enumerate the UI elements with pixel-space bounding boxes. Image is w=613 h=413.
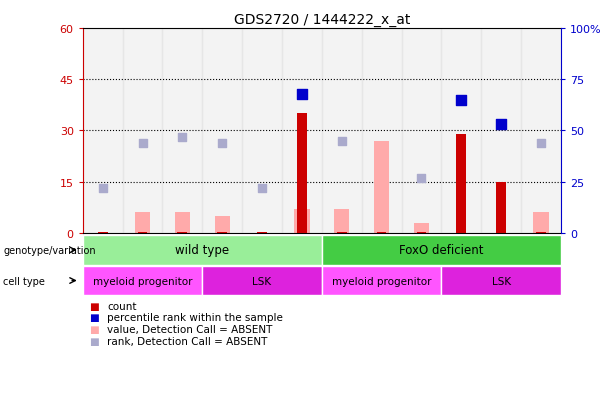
Point bbox=[178, 134, 188, 140]
Text: percentile rank within the sample: percentile rank within the sample bbox=[107, 313, 283, 323]
Bar bbox=[481, 29, 521, 233]
Text: wild type: wild type bbox=[175, 244, 229, 257]
Text: ■: ■ bbox=[89, 301, 99, 311]
Text: ■: ■ bbox=[89, 324, 99, 334]
Text: LSK: LSK bbox=[253, 276, 272, 286]
Bar bbox=[83, 29, 123, 233]
Text: value, Detection Call = ABSENT: value, Detection Call = ABSENT bbox=[107, 324, 273, 334]
Point bbox=[497, 122, 506, 128]
Bar bbox=[441, 29, 481, 233]
Bar bbox=[533, 213, 549, 233]
Bar bbox=[162, 29, 202, 233]
Text: ■: ■ bbox=[89, 336, 99, 346]
Point bbox=[337, 138, 347, 145]
Point bbox=[297, 91, 307, 97]
Text: FoxO deficient: FoxO deficient bbox=[399, 244, 484, 257]
Bar bbox=[497, 182, 506, 233]
Bar bbox=[402, 29, 441, 233]
Point bbox=[218, 140, 227, 147]
Bar bbox=[414, 223, 429, 233]
Bar bbox=[175, 213, 190, 233]
Title: GDS2720 / 1444222_x_at: GDS2720 / 1444222_x_at bbox=[234, 12, 410, 26]
Bar bbox=[294, 209, 310, 233]
Bar bbox=[202, 29, 242, 233]
Point bbox=[257, 185, 267, 192]
Text: cell type: cell type bbox=[3, 276, 45, 286]
Bar bbox=[521, 29, 561, 233]
Bar bbox=[242, 29, 282, 233]
Text: count: count bbox=[107, 301, 137, 311]
Bar bbox=[362, 29, 402, 233]
Text: LSK: LSK bbox=[492, 276, 511, 286]
Text: ■: ■ bbox=[89, 313, 99, 323]
Bar bbox=[457, 135, 466, 233]
Text: myeloid progenitor: myeloid progenitor bbox=[332, 276, 432, 286]
Bar bbox=[282, 29, 322, 233]
Bar bbox=[297, 114, 306, 233]
Point bbox=[417, 175, 427, 181]
Bar bbox=[123, 29, 162, 233]
Point bbox=[137, 140, 148, 147]
Bar bbox=[215, 216, 230, 233]
Point bbox=[536, 140, 546, 147]
Bar bbox=[322, 29, 362, 233]
Point bbox=[98, 185, 108, 192]
Text: genotype/variation: genotype/variation bbox=[3, 245, 96, 255]
Text: myeloid progenitor: myeloid progenitor bbox=[93, 276, 192, 286]
Text: rank, Detection Call = ABSENT: rank, Detection Call = ABSENT bbox=[107, 336, 268, 346]
Bar bbox=[135, 213, 150, 233]
Bar bbox=[334, 209, 349, 233]
Point bbox=[456, 97, 466, 104]
Bar bbox=[374, 141, 389, 233]
